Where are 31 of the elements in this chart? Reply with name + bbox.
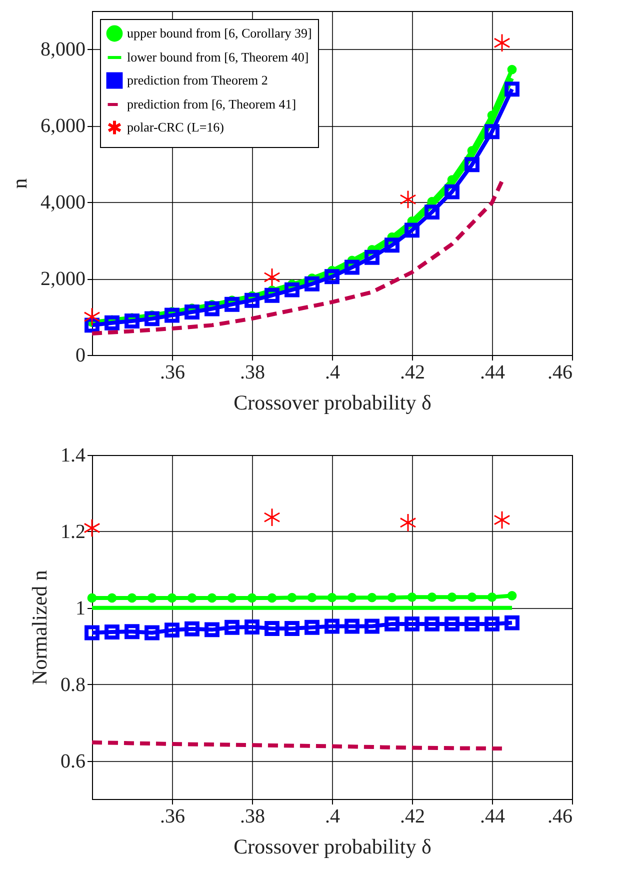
x-tick-label: .36: [160, 806, 185, 828]
y-tick-label: 6,000: [40, 115, 86, 138]
y-tick-label: 1.4: [60, 444, 86, 466]
y-axis-title: n: [8, 178, 32, 189]
legend-label: prediction from [6, Theorem 41]: [127, 96, 296, 112]
legend-label: polar-CRC (L=16): [127, 120, 224, 134]
x-tick-label: .46: [548, 806, 572, 828]
x-tick-label: .4: [325, 806, 340, 828]
y-tick-label: 0.6: [60, 750, 86, 772]
x-axis-title: Crossover probability δ: [234, 834, 432, 858]
x-tick-label: .38: [240, 806, 265, 828]
y-tick-label: 1: [76, 597, 86, 620]
x-tick-label: .44: [480, 806, 505, 828]
x-tick-label: .38: [240, 362, 265, 384]
x-tick-label: .44: [480, 362, 505, 384]
y-tick-label: 2,000: [40, 268, 86, 290]
x-axis-title: Crossover probability δ: [234, 390, 432, 414]
x-tick-label: .46: [548, 362, 572, 384]
y-tick-label: 0: [76, 344, 86, 366]
x-tick-label: .42: [400, 806, 425, 828]
legend-label: prediction from Theorem 2: [127, 72, 268, 88]
x-tick-label: .42: [400, 362, 425, 384]
x-tick-label: .36: [160, 362, 185, 384]
y-axis-title: Normalized n: [28, 570, 52, 685]
y-tick-label: 1.2: [60, 520, 86, 543]
x-tick-label: .4: [325, 362, 340, 384]
y-tick-label: 4,000: [40, 192, 86, 214]
legend-label: lower bound from [6, Theorem 40]: [127, 50, 309, 64]
y-tick-label: 0.8: [60, 674, 86, 696]
y-tick-label: 8,000: [40, 38, 86, 61]
legend-label: upper bound from [6, Corollary 39]: [127, 26, 312, 40]
